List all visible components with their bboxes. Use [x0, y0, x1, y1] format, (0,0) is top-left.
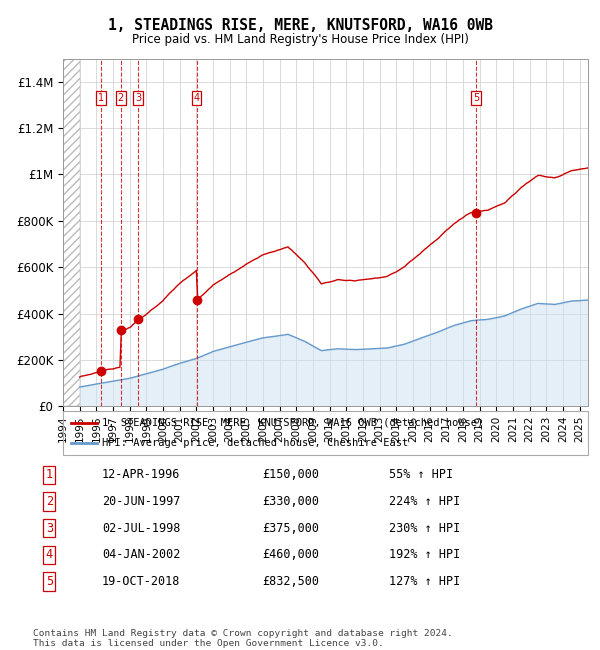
Text: 1: 1	[46, 468, 53, 481]
Text: 127% ↑ HPI: 127% ↑ HPI	[389, 575, 460, 588]
Text: 55% ↑ HPI: 55% ↑ HPI	[389, 468, 453, 481]
Text: 20-JUN-1997: 20-JUN-1997	[102, 495, 180, 508]
Text: 1, STEADINGS RISE, MERE, KNUTSFORD, WA16 0WB (detached house): 1, STEADINGS RISE, MERE, KNUTSFORD, WA16…	[103, 418, 484, 428]
Text: 1, STEADINGS RISE, MERE, KNUTSFORD, WA16 0WB: 1, STEADINGS RISE, MERE, KNUTSFORD, WA16…	[107, 18, 493, 33]
Text: 3: 3	[135, 93, 141, 103]
Text: 230% ↑ HPI: 230% ↑ HPI	[389, 521, 460, 534]
Text: £330,000: £330,000	[262, 495, 319, 508]
Text: HPI: Average price, detached house, Cheshire East: HPI: Average price, detached house, Ches…	[103, 438, 409, 448]
Text: 3: 3	[46, 521, 53, 534]
Text: 5: 5	[46, 575, 53, 588]
Text: 192% ↑ HPI: 192% ↑ HPI	[389, 549, 460, 562]
Text: 1: 1	[98, 93, 104, 103]
Text: 12-APR-1996: 12-APR-1996	[102, 468, 180, 481]
Text: 04-JAN-2002: 04-JAN-2002	[102, 549, 180, 562]
Text: Price paid vs. HM Land Registry's House Price Index (HPI): Price paid vs. HM Land Registry's House …	[131, 32, 469, 46]
Text: 2: 2	[118, 93, 124, 103]
Text: £832,500: £832,500	[262, 575, 319, 588]
Text: £375,000: £375,000	[262, 521, 319, 534]
Bar	[63, 58, 80, 406]
Text: 5: 5	[473, 93, 479, 103]
Text: £460,000: £460,000	[262, 549, 319, 562]
Text: 02-JUL-1998: 02-JUL-1998	[102, 521, 180, 534]
Text: 224% ↑ HPI: 224% ↑ HPI	[389, 495, 460, 508]
Text: 19-OCT-2018: 19-OCT-2018	[102, 575, 180, 588]
Text: £150,000: £150,000	[262, 468, 319, 481]
Text: 4: 4	[193, 93, 200, 103]
Text: Contains HM Land Registry data © Crown copyright and database right 2024.
This d: Contains HM Land Registry data © Crown c…	[33, 629, 453, 648]
Text: 4: 4	[46, 549, 53, 562]
Text: 2: 2	[46, 495, 53, 508]
